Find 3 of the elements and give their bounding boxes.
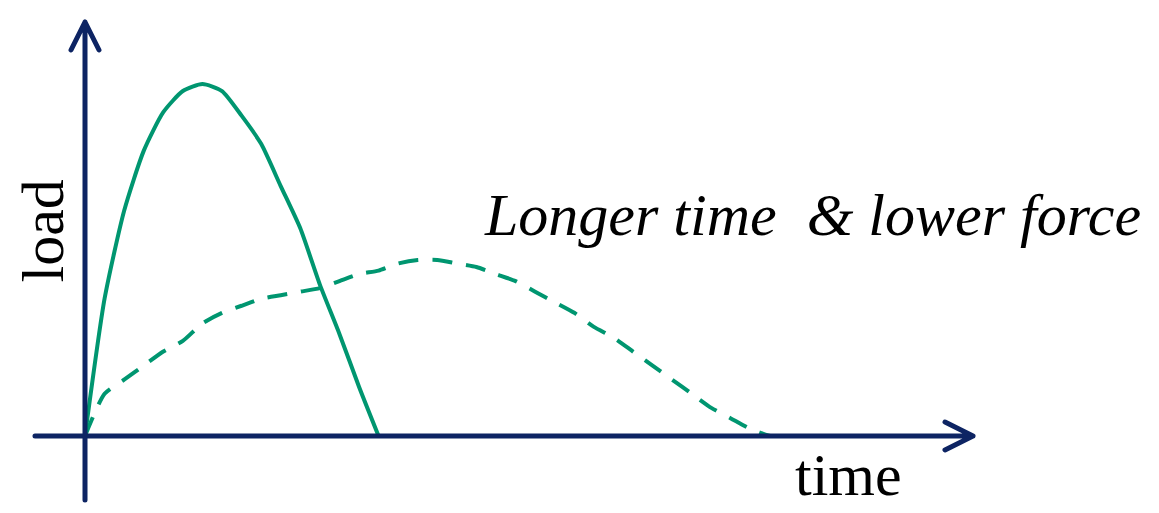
annotation: Longer time & lower force xyxy=(484,182,1142,248)
x-axis-title: time xyxy=(795,442,902,508)
y-axis-title: load xyxy=(9,179,76,283)
